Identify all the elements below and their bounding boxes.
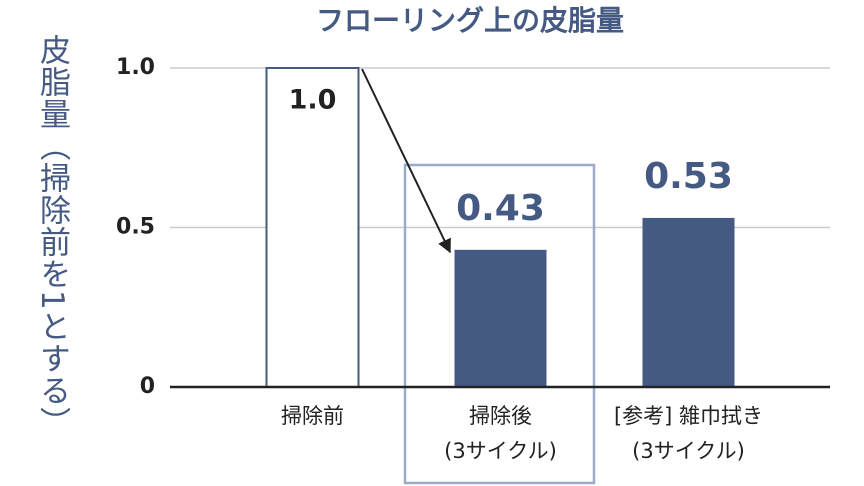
value-label: 0.53 [644,156,733,197]
bar [454,249,547,387]
x-tick-label: 掃除前 [281,404,344,428]
y-axis-label: 皮脂量（掃除前を1とする） [34,34,70,439]
value-label: 1.0 [289,85,337,116]
chart-title: フローリング上の皮脂量 [316,4,624,37]
x-tick-label: (3サイクル) [444,439,557,463]
arrow [361,68,451,254]
y-tick-label: 1.0 [116,55,155,80]
y-tick-label: 0.5 [116,215,155,240]
highlight-box [403,163,596,485]
bar [265,67,360,388]
value-label: 0.43 [456,188,545,229]
x-tick-label: [参考] 雑巾拭き [614,404,763,428]
x-tick-label: 掃除後 [469,404,532,428]
x-tick-label: (3サイクル) [632,439,745,463]
bar [642,217,735,387]
y-tick-label: 0 [140,374,155,399]
